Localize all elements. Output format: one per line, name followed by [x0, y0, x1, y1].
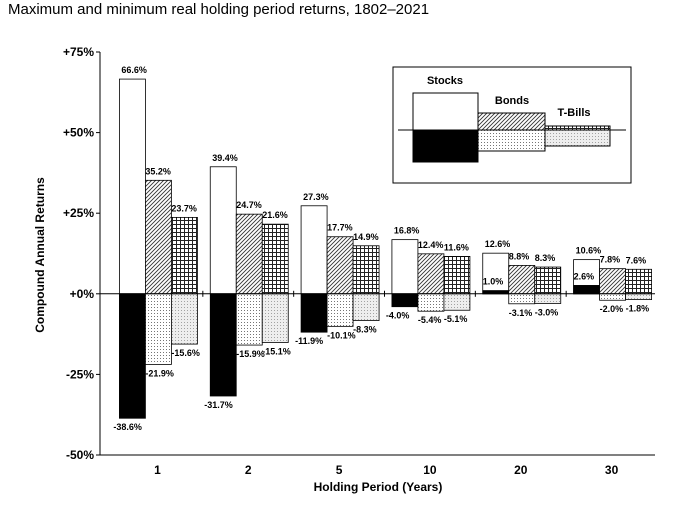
value-label: 17.7% [327, 223, 353, 233]
value-label: 24.7% [236, 200, 262, 210]
value-label: 8.3% [535, 253, 556, 263]
y-tick-label: +50% [63, 126, 94, 140]
value-label: 39.4% [212, 153, 238, 163]
bar [417, 253, 445, 295]
value-label: 66.6% [121, 65, 147, 75]
bar [235, 213, 263, 295]
legend-label: Bonds [495, 95, 529, 107]
bar [625, 293, 652, 301]
bar [508, 265, 536, 295]
bar [599, 268, 626, 295]
value-label: 21.6% [262, 210, 288, 220]
value-label: -15.9% [236, 349, 265, 359]
value-label: 23.7% [171, 203, 197, 213]
value-label: -2.0% [600, 304, 624, 314]
bar [326, 293, 354, 327]
value-label: 14.9% [353, 232, 379, 242]
value-label: -4.0% [386, 311, 410, 321]
value-label: 12.6% [485, 239, 511, 249]
value-label: -3.1% [509, 308, 533, 318]
bar [171, 216, 198, 295]
y-tick-label: +0% [70, 287, 95, 301]
bar [209, 293, 237, 397]
value-label: -21.9% [145, 368, 174, 378]
value-label: 7.8% [600, 255, 621, 265]
value-label: -15.6% [171, 348, 200, 358]
value-label: -10.1% [327, 330, 356, 340]
value-label: -5.1% [444, 314, 468, 324]
bar [443, 293, 471, 311]
bar [261, 293, 289, 343]
bar [482, 252, 510, 295]
bar [599, 293, 626, 301]
bar [119, 78, 146, 295]
x-tick-label: 20 [514, 463, 528, 477]
bar [209, 166, 237, 295]
chart-title: Maximum and minimum real holding period … [8, 1, 429, 18]
y-tick-label: +25% [63, 206, 94, 220]
value-label: 27.3% [303, 192, 329, 202]
bar [235, 293, 263, 346]
bar [391, 239, 419, 295]
bar [145, 293, 172, 365]
value-label: -11.9% [295, 336, 323, 346]
x-tick-label: 30 [605, 463, 619, 477]
x-tick-label: 1 [154, 463, 161, 477]
x-tick-label: 5 [336, 463, 343, 477]
bar [534, 293, 562, 304]
y-tick-label: +75% [63, 45, 94, 59]
bar [300, 205, 328, 295]
bar [508, 293, 536, 305]
legend-label: Stocks [427, 75, 463, 87]
value-label: -15.1% [262, 346, 291, 356]
value-label: 8.8% [509, 251, 530, 261]
x-tick-label: 10 [423, 463, 437, 477]
value-label: 12.4% [418, 240, 444, 250]
bar [326, 236, 354, 295]
legend: Stocks Bonds T-Bills [392, 66, 632, 184]
bar [417, 293, 445, 312]
bar [145, 179, 172, 295]
value-label: 35.2% [145, 166, 171, 176]
value-label: -31.7% [204, 400, 233, 410]
bar [119, 293, 146, 419]
value-label: 7.6% [626, 255, 647, 265]
x-axis-title: Holding Period (Years) [314, 480, 443, 494]
value-label: 11.6% [444, 242, 469, 252]
value-label: -8.3% [353, 325, 377, 335]
bar [625, 268, 652, 295]
bar [300, 293, 328, 333]
value-label: -38.6% [113, 422, 142, 432]
y-tick-label: -25% [66, 367, 94, 381]
value-label: 16.8% [394, 226, 420, 236]
value-label: 1.0% [483, 277, 504, 287]
bar [443, 256, 471, 295]
legend-label: T-Bills [557, 107, 590, 119]
y-axis-title: Compound Annual Returns [33, 177, 47, 333]
bar [573, 285, 600, 295]
y-tick-label: -50% [66, 448, 94, 462]
bar [261, 223, 289, 295]
bar [534, 266, 562, 295]
bar [171, 293, 198, 345]
bar [352, 245, 380, 295]
x-tick-label: 2 [245, 463, 252, 477]
value-label: -5.4% [418, 315, 442, 325]
bar [391, 293, 419, 308]
value-label: 2.6% [574, 271, 595, 281]
bar [352, 293, 380, 321]
value-label: -1.8% [626, 304, 650, 314]
value-label: -3.0% [535, 307, 559, 317]
value-label: 10.6% [576, 246, 602, 256]
